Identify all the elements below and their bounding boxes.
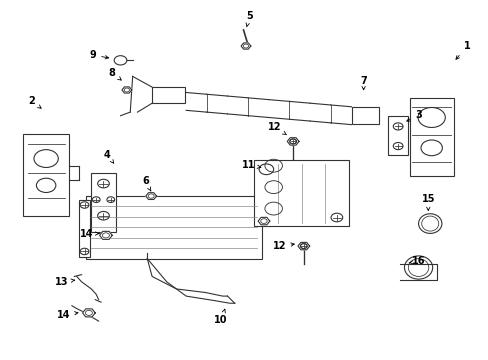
Text: 4: 4 — [104, 150, 113, 163]
Text: 14: 14 — [57, 310, 78, 320]
Circle shape — [114, 56, 126, 65]
Text: 3: 3 — [406, 110, 421, 121]
FancyBboxPatch shape — [254, 160, 348, 226]
Polygon shape — [100, 231, 112, 239]
FancyBboxPatch shape — [91, 173, 116, 232]
Polygon shape — [297, 242, 309, 250]
FancyBboxPatch shape — [352, 108, 378, 123]
Text: 6: 6 — [142, 176, 151, 191]
Polygon shape — [145, 193, 156, 199]
Text: 11: 11 — [241, 160, 260, 170]
Text: 7: 7 — [360, 76, 366, 90]
Text: 12: 12 — [272, 241, 294, 251]
FancyBboxPatch shape — [79, 200, 90, 257]
Polygon shape — [241, 43, 250, 49]
Polygon shape — [258, 217, 269, 225]
Text: 10: 10 — [214, 309, 227, 325]
Text: 5: 5 — [245, 12, 252, 27]
Text: 1: 1 — [455, 41, 469, 59]
Polygon shape — [82, 309, 95, 317]
Text: 15: 15 — [421, 194, 434, 211]
FancyBboxPatch shape — [152, 87, 185, 103]
Text: 12: 12 — [267, 122, 286, 135]
FancyBboxPatch shape — [23, 134, 69, 216]
Text: 9: 9 — [89, 50, 108, 60]
FancyBboxPatch shape — [86, 196, 261, 258]
FancyBboxPatch shape — [409, 98, 453, 176]
Text: 13: 13 — [55, 277, 75, 287]
Text: 16: 16 — [408, 256, 425, 266]
Text: 14: 14 — [80, 229, 99, 239]
Polygon shape — [287, 138, 298, 145]
FancyBboxPatch shape — [387, 116, 407, 155]
Text: 2: 2 — [28, 96, 41, 108]
Text: 8: 8 — [109, 68, 121, 80]
Polygon shape — [122, 87, 131, 93]
